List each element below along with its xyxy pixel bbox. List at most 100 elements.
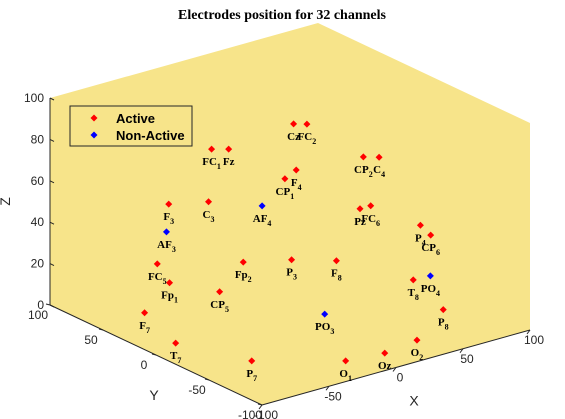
electrode-point bbox=[292, 166, 300, 174]
electrode-label: C4 bbox=[373, 164, 385, 179]
chart-title: Electrodes position for 32 channels bbox=[178, 8, 386, 23]
electrode-label: PO3 bbox=[315, 321, 334, 336]
electrode-point bbox=[172, 339, 180, 347]
electrode-point bbox=[356, 205, 364, 213]
electrode-point bbox=[239, 258, 247, 266]
electrode-label: P4 bbox=[415, 232, 426, 247]
electrode-label: CP6 bbox=[421, 242, 440, 257]
z-tick-label: 100 bbox=[24, 91, 44, 105]
electrode-label: Fz bbox=[223, 156, 235, 168]
electrode-label: FC2 bbox=[298, 131, 317, 146]
electrode-point bbox=[342, 357, 350, 365]
y-tick bbox=[98, 328, 104, 331]
electrode-point bbox=[288, 256, 296, 264]
y-axis-label: Y bbox=[149, 387, 159, 403]
z-tick-label: 20 bbox=[31, 257, 45, 271]
legend-label: Non-Active bbox=[116, 128, 185, 143]
legend-label: Active bbox=[116, 111, 155, 126]
electrode-label: P8 bbox=[438, 317, 449, 332]
electrode-point bbox=[166, 279, 174, 287]
z-tick bbox=[49, 180, 55, 184]
electrode-label: PO4 bbox=[421, 283, 440, 298]
x-tick-label: -100 bbox=[254, 408, 278, 419]
electrode-point bbox=[290, 120, 298, 128]
electrode-label: AF3 bbox=[157, 239, 176, 254]
electrode-label: O2 bbox=[411, 347, 424, 362]
electrode-point bbox=[303, 120, 311, 128]
electrode-label: CP2 bbox=[354, 164, 373, 179]
axes-background bbox=[50, 23, 530, 405]
x-tick-label: 100 bbox=[524, 333, 544, 347]
x-tick bbox=[392, 367, 397, 372]
x-tick-label: -50 bbox=[324, 389, 342, 403]
y-tick-label: 50 bbox=[84, 333, 98, 347]
electrode-point bbox=[426, 272, 434, 280]
electrode-point bbox=[427, 231, 435, 239]
electrode-label: T8 bbox=[408, 287, 419, 302]
electrode-point bbox=[359, 153, 367, 161]
z-axis-label: Z bbox=[0, 197, 13, 206]
x-tick bbox=[258, 404, 263, 410]
electrode-label: CP5 bbox=[210, 299, 229, 314]
legend-marker bbox=[90, 114, 98, 122]
electrode-label: Fp1 bbox=[161, 290, 178, 305]
z-tick-label: 40 bbox=[31, 215, 45, 229]
z-tick bbox=[49, 97, 55, 101]
electrode-point bbox=[409, 276, 417, 284]
y-tick bbox=[257, 403, 263, 406]
electrode-point bbox=[281, 175, 289, 183]
electrode-label: Oz bbox=[378, 360, 392, 372]
x-tick bbox=[325, 385, 330, 391]
electrode-point bbox=[162, 228, 170, 236]
y-tick-label: 0 bbox=[141, 358, 148, 372]
y-tick-label: 100 bbox=[28, 308, 48, 322]
electrode-label: T7 bbox=[170, 350, 181, 365]
electrode-label: P7 bbox=[246, 368, 257, 383]
y-tick-label: -50 bbox=[188, 383, 206, 397]
x-tick-label: 0 bbox=[397, 371, 404, 385]
electrode-point bbox=[416, 221, 424, 229]
electrode-label: FC5 bbox=[148, 271, 167, 286]
z-tick-label: 0 bbox=[37, 298, 44, 312]
electrode-label: F4 bbox=[291, 177, 302, 192]
electrode-label: FC6 bbox=[361, 213, 380, 228]
electrode-label: AF4 bbox=[253, 213, 272, 228]
electrode-point bbox=[332, 257, 340, 265]
electrode-label: Pz bbox=[354, 216, 366, 228]
electrode-point bbox=[381, 349, 389, 357]
electrode-point bbox=[375, 153, 383, 161]
electrode-point bbox=[205, 198, 213, 206]
z-tick bbox=[49, 304, 55, 308]
electrode-point bbox=[248, 357, 256, 365]
electrode-point bbox=[165, 200, 173, 208]
electrode-label: O1 bbox=[339, 368, 352, 383]
electrode-point bbox=[208, 145, 216, 153]
z-tick bbox=[49, 263, 55, 267]
electrode-label: P3 bbox=[286, 267, 297, 282]
electrode-label: F3 bbox=[163, 211, 174, 226]
z-tick bbox=[49, 221, 55, 225]
y-tick bbox=[204, 378, 210, 381]
electrode-label: FC1 bbox=[202, 156, 221, 171]
electrode-point bbox=[216, 288, 224, 296]
electrode-label: F8 bbox=[331, 268, 342, 283]
electrode-point bbox=[153, 260, 161, 268]
z-tick-label: 60 bbox=[31, 174, 45, 188]
y-tick-label: -100 bbox=[238, 408, 262, 419]
z-tick bbox=[49, 138, 55, 142]
electrode-label: CP1 bbox=[276, 186, 295, 201]
z-tick-label: 80 bbox=[31, 132, 45, 146]
electrode-point bbox=[225, 145, 233, 153]
y-tick bbox=[45, 303, 51, 306]
electrode-point bbox=[258, 202, 266, 210]
electrode-label: Fp2 bbox=[235, 269, 252, 284]
electrode-point bbox=[439, 306, 447, 314]
electrode-point bbox=[141, 309, 149, 317]
x-tick bbox=[459, 348, 464, 354]
electrode-point bbox=[413, 336, 421, 344]
y-tick bbox=[151, 353, 157, 356]
electrode-point bbox=[367, 202, 375, 210]
electrode-point bbox=[321, 310, 329, 318]
electrode-label: F7 bbox=[139, 320, 150, 335]
